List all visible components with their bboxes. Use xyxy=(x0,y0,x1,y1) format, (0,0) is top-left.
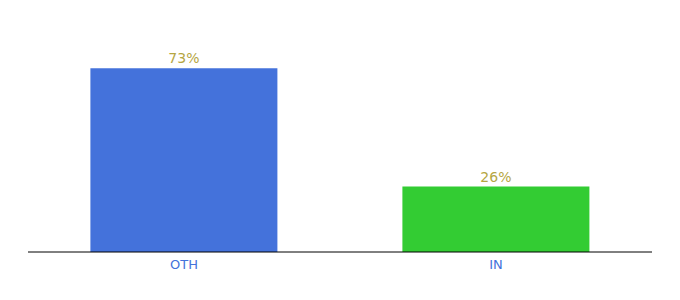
svg-text:OTH: OTH xyxy=(170,257,198,272)
svg-text:73%: 73% xyxy=(168,50,199,66)
svg-text:26%: 26% xyxy=(480,169,511,185)
svg-text:IN: IN xyxy=(489,257,503,272)
